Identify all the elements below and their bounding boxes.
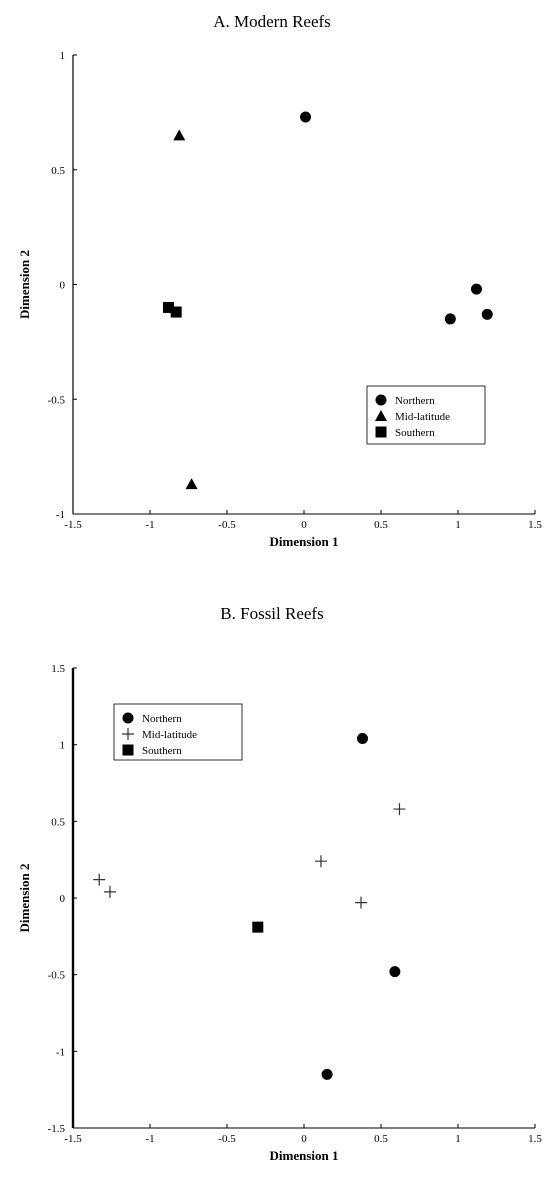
chart-title: B. Fossil Reefs bbox=[220, 604, 324, 623]
x-tick-label: 0.5 bbox=[374, 1133, 388, 1145]
y-tick-label: -0.5 bbox=[48, 970, 66, 982]
legend-label-mid-latitude: Mid-latitude bbox=[395, 411, 450, 423]
fossil-reefs-plot: -1.5 -1 -0.5 0 0.5 1 1.5 -1.5 -1 -0.5 0 0.5 1 1.5 Dime… bbox=[17, 663, 542, 1163]
data-point-northern bbox=[444, 313, 456, 325]
x-tick-label: 1.5 bbox=[528, 519, 542, 531]
x-tick-label: 0 bbox=[301, 1133, 307, 1145]
data-point-northern bbox=[470, 283, 482, 295]
chart-panel-fossil-reefs: B. Fossil Reefs -1.5 -1 -0.5 0 0.5 1 1.5 -1.5 -1… bbox=[0, 592, 544, 1184]
legend-marker-northern bbox=[122, 712, 134, 724]
legend-label-northern: Northern bbox=[142, 713, 182, 725]
y-tick-label: 0 bbox=[60, 893, 66, 905]
legend-marker-southern bbox=[122, 744, 134, 756]
data-point-southern bbox=[170, 306, 182, 318]
chart-panel-modern-reefs: A. Modern Reefs -1.5 -1 -0.5 0 0.5 1 1.5 -1 -0.5… bbox=[0, 0, 544, 560]
legend-label-southern: Southern bbox=[395, 427, 435, 439]
data-point-mid-latitude bbox=[103, 885, 116, 898]
x-tick-label: -1.5 bbox=[64, 1133, 82, 1145]
legend-marker-mid-latitude bbox=[375, 410, 387, 421]
data-point-mid-latitude bbox=[314, 855, 327, 868]
data-point-mid-latitude bbox=[93, 873, 106, 886]
data-point-northern bbox=[300, 111, 312, 123]
y-tick-label: -1.5 bbox=[48, 1123, 66, 1135]
x-tick-label: 0.5 bbox=[374, 519, 388, 531]
y-axis-title: Dimension 2 bbox=[17, 250, 32, 319]
x-tick-label: 1 bbox=[455, 519, 461, 531]
x-tick-label: 1 bbox=[455, 1133, 461, 1145]
x-tick-label: -0.5 bbox=[218, 519, 236, 531]
legend-box bbox=[113, 703, 243, 761]
y-tick-label: -0.5 bbox=[48, 394, 66, 406]
legend-label-southern: Southern bbox=[142, 745, 182, 757]
y-tick-label: 0.5 bbox=[51, 165, 65, 177]
y-tick-label: -1 bbox=[56, 1046, 65, 1058]
legend-box bbox=[366, 385, 486, 445]
y-tick-label: 0 bbox=[60, 280, 66, 292]
legend-marker-northern bbox=[375, 394, 387, 406]
legend-label-mid-latitude: Mid-latitude bbox=[142, 729, 197, 741]
x-tick-label: -1 bbox=[145, 519, 154, 531]
data-point-mid-latitude bbox=[393, 803, 406, 816]
data-point-mid-latitude bbox=[354, 896, 367, 909]
x-axis-title: Dimension 1 bbox=[270, 534, 339, 549]
y-tick-label: 1.5 bbox=[51, 663, 65, 675]
data-point-northern bbox=[357, 733, 369, 745]
x-tick-label: 0 bbox=[301, 519, 307, 531]
y-axis-title: Dimension 2 bbox=[17, 864, 32, 933]
data-point-northern bbox=[481, 308, 493, 320]
legend: Northern Mid-latitude Southern bbox=[113, 703, 243, 761]
data-point-southern bbox=[162, 301, 174, 313]
legend-marker-southern bbox=[375, 426, 387, 438]
x-tick-label: 1.5 bbox=[528, 1133, 542, 1145]
data-point-northern bbox=[321, 1068, 333, 1080]
legend: Northern Mid-latitude Southern bbox=[366, 385, 486, 445]
data-point-mid-latitude bbox=[185, 478, 198, 490]
data-point-northern bbox=[389, 966, 401, 978]
y-tick-label: -1 bbox=[56, 509, 65, 521]
chart-title: A. Modern Reefs bbox=[213, 12, 331, 31]
data-point-mid-latitude bbox=[173, 129, 186, 141]
x-tick-label: -1 bbox=[145, 1133, 154, 1145]
y-tick-label: 0.5 bbox=[51, 816, 65, 828]
y-tick-label: 1 bbox=[60, 50, 66, 62]
legend-marker-mid-latitude bbox=[122, 728, 134, 740]
x-axis-title: Dimension 1 bbox=[270, 1148, 339, 1163]
y-tick-label: 1 bbox=[60, 740, 66, 752]
legend-label-northern: Northern bbox=[395, 395, 435, 407]
x-tick-label: -0.5 bbox=[218, 1133, 236, 1145]
data-point-southern bbox=[252, 921, 264, 933]
x-tick-label: -1.5 bbox=[64, 519, 82, 531]
